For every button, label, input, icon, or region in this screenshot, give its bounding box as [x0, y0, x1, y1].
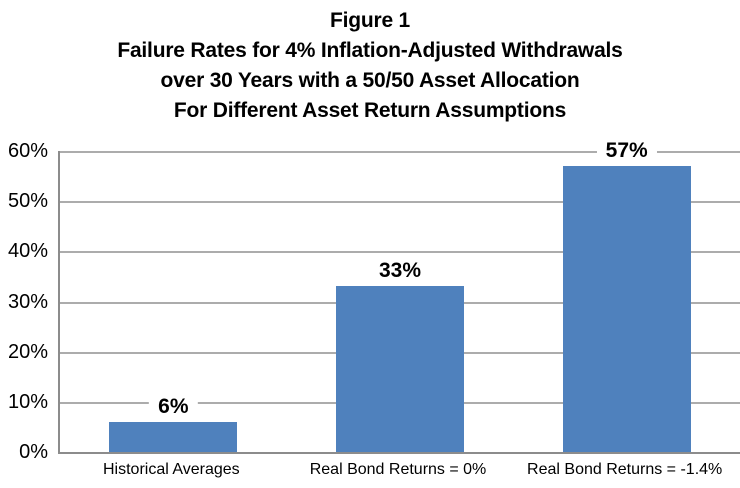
x-category-label-3: Real Bond Returns = -1.4% — [527, 461, 723, 478]
y-tick-label-60: 60% — [7, 140, 48, 162]
chart-title-line-1: Figure 1 — [329, 9, 411, 32]
y-tick-label-30: 30% — [7, 290, 48, 313]
chart-title-line-2: Failure Rates for 4% Inflation-Adjusted … — [117, 39, 623, 62]
chart-title-line-3: over 30 Years with a 50/50 Asset Allocat… — [160, 69, 580, 92]
chart-title: Figure 1 Failure Rates for 4% Inflation-… — [0, 6, 740, 126]
gridline-60 — [60, 151, 740, 153]
y-tick-label-20: 20% — [7, 340, 48, 363]
x-category-label-2: Real Bond Returns = 0% — [309, 461, 487, 478]
plot-area: 6% 33% 57% — [58, 139, 740, 454]
y-tick-label-0: 0% — [19, 441, 48, 463]
bar-value-label-2: 33% — [369, 259, 431, 284]
gridline-40 — [60, 251, 740, 254]
gridline-50 — [60, 201, 740, 204]
bar-2 — [336, 286, 464, 452]
y-tick-label-50: 50% — [7, 190, 48, 213]
bar-value-label-3: 57% — [596, 139, 657, 164]
x-category-label-1: Historical Averages — [103, 461, 240, 478]
y-tick-label-40: 40% — [7, 240, 48, 263]
bar-value-label-1: 6% — [149, 394, 198, 419]
bar-1 — [109, 421, 238, 452]
chart-title-line-4: For Different Asset Return Assumptions — [173, 99, 567, 122]
bar-3 — [562, 166, 691, 452]
y-tick-label-10: 10% — [7, 390, 48, 413]
